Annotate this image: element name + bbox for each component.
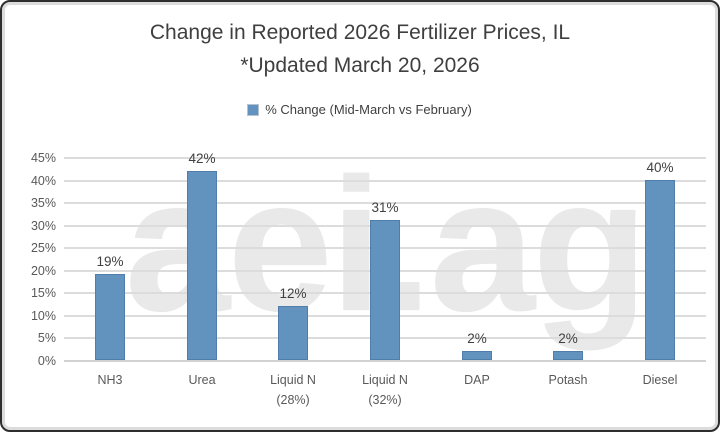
legend: % Change (Mid-March vs February) [2,102,718,117]
bar-value-label: 31% [371,200,399,215]
y-tick-label: 30% [30,219,56,233]
bar [187,171,217,360]
x-category-label: DAP [431,370,523,390]
x-category-label-line: NH3 [97,373,123,387]
bar [278,306,308,360]
bar-value-label: 42% [188,151,216,166]
legend-label: % Change (Mid-March vs February) [265,102,472,117]
x-category-label-line: Liquid N [270,373,316,387]
legend-swatch-icon [247,103,260,116]
x-category-label-line: (32%) [368,393,402,407]
y-tick-label: 20% [30,264,56,278]
y-tick-label: 45% [30,151,56,165]
bar [553,351,583,360]
bar-value-label: 40% [646,160,674,175]
gridline [64,180,706,182]
chart-subtitle: *Updated March 20, 2026 [240,53,480,77]
x-category-label: NH3 [64,370,156,390]
x-category-label-line: Liquid N [362,373,408,387]
y-tick-label: 25% [30,241,56,255]
bar-value-label: 2% [467,331,487,346]
x-category-label: Potash [522,370,614,390]
x-category-label-line: Diesel [642,373,678,387]
bar [462,351,492,360]
x-category-label-line: DAP [464,373,490,387]
bar-value-label: 12% [279,286,307,301]
x-category-label: Urea [156,370,248,390]
bar [370,220,400,360]
chart-title: Change in Reported 2026 Fertilizer Price… [149,21,571,44]
y-tick-label: 35% [30,196,56,210]
bar [645,180,675,360]
x-category-label-line: Urea [188,373,216,387]
x-axis-line [64,360,706,362]
y-tick-label: 5% [37,331,56,345]
x-category-label: Liquid N (28%) [247,370,339,410]
chart-header: Change in Reported 2026 Fertilizer Price… [2,17,718,82]
y-tick-label: 15% [30,286,56,300]
y-tick-label: 40% [30,174,56,188]
bar-value-label: 19% [96,254,124,269]
gridline [64,202,706,204]
x-category-label: Diesel [614,370,706,390]
x-category-label-line: (28%) [276,393,310,407]
x-category-label-line: Potash [548,373,588,387]
gridline [64,157,706,159]
x-category-label: Liquid N (32%) [339,370,431,410]
y-tick-label: 10% [30,309,56,323]
y-tick-label: 0% [37,354,56,368]
bar-value-label: 2% [558,331,578,346]
bar [95,274,125,360]
